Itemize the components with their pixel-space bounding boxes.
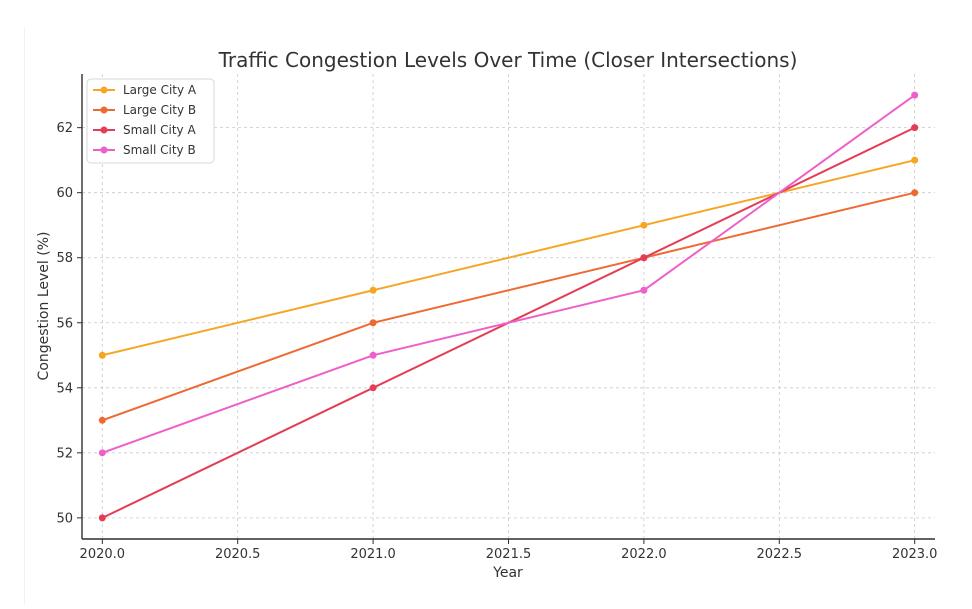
legend-label-small-city-a: Small City A — [123, 123, 196, 137]
divider — [24, 28, 25, 605]
data-point-small-city-a — [369, 384, 377, 392]
y-tick-label: 58 — [56, 251, 73, 266]
data-point-small-city-a — [911, 124, 919, 132]
legend-marker-small-city-b — [100, 146, 108, 154]
x-tick-label: 2020.0 — [80, 547, 126, 562]
x-tick-label: 2020.5 — [215, 547, 261, 562]
data-point-large-city-a — [98, 351, 106, 359]
data-point-small-city-a — [640, 254, 648, 262]
data-point-large-city-b — [98, 416, 106, 424]
chart-title: Traffic Congestion Levels Over Time (Clo… — [218, 48, 798, 72]
data-point-large-city-a — [911, 156, 919, 164]
data-point-small-city-b — [911, 91, 919, 99]
series-small-city-b — [98, 91, 919, 457]
data-point-small-city-b — [98, 449, 106, 457]
series-layer — [98, 91, 919, 522]
data-point-small-city-a — [98, 514, 106, 522]
data-point-small-city-b — [640, 286, 648, 294]
x-tick-label: 2021.5 — [486, 547, 532, 562]
legend-marker-small-city-a — [100, 126, 108, 134]
x-ticks: 2020.0 2020.5 2021.0 2021.5 2022.0 2022.5 2023… — [80, 539, 938, 562]
data-point-large-city-a — [369, 286, 377, 294]
y-axis-label: Congestion Level (%) — [36, 232, 52, 381]
x-tick-label: 2023.0 — [892, 547, 938, 562]
x-tick-label: 2022.0 — [621, 547, 667, 562]
legend-item-small-city-a: Small City A — [93, 123, 196, 137]
legend-label-large-city-a: Large City A — [123, 83, 197, 97]
y-tick-label: 62 — [56, 121, 73, 136]
legend-item-small-city-b: Small City B — [93, 143, 196, 157]
data-point-small-city-b — [369, 351, 377, 359]
series-line-small-city-b — [101, 94, 916, 454]
y-tick-label: 56 — [56, 316, 73, 331]
legend-marker-large-city-b — [100, 106, 108, 114]
y-tick-label: 50 — [56, 511, 73, 526]
x-tick-label: 2021.0 — [350, 547, 396, 562]
legend-item-large-city-a: Large City A — [93, 83, 197, 97]
data-point-large-city-b — [911, 189, 919, 197]
legend-label-small-city-b: Small City B — [123, 143, 196, 157]
legend-box — [86, 78, 215, 164]
y-tick-label: 52 — [56, 446, 73, 461]
x-axis-label: Year — [492, 565, 523, 581]
legend: Large City A Large City B Small City A Smal… — [86, 78, 215, 164]
data-point-large-city-b — [369, 319, 377, 327]
legend-label-large-city-b: Large City B — [123, 103, 196, 117]
legend-item-large-city-b: Large City B — [93, 103, 196, 117]
axes: 2020.0 2020.5 2021.0 2021.5 2022.0 2022.5 2023… — [56, 74, 937, 562]
y-tick-label: 54 — [56, 381, 73, 396]
y-ticks: 50 52 54 56 58 60 62 — [56, 121, 82, 526]
y-tick-label: 60 — [56, 186, 73, 201]
series-line-large-city-b — [101, 191, 916, 422]
legend-marker-large-city-a — [100, 86, 108, 94]
data-point-large-city-a — [640, 221, 648, 229]
x-tick-label: 2022.5 — [757, 547, 803, 562]
